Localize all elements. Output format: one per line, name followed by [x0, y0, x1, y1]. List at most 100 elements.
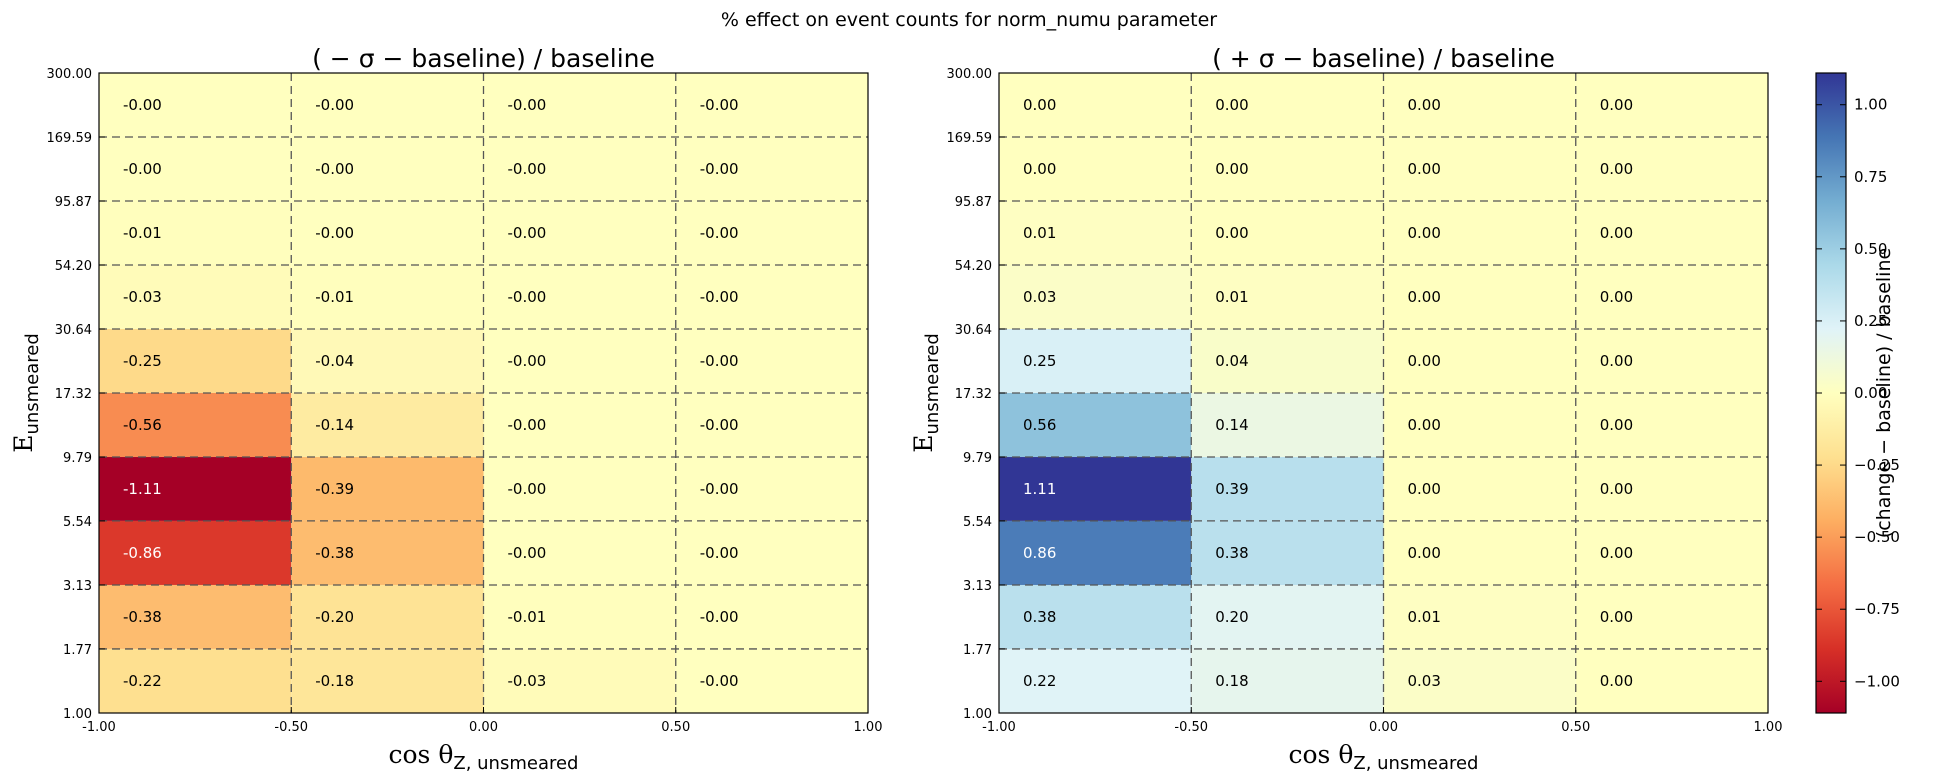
cell-value-label: 0.03: [1408, 672, 1441, 690]
colorbar-tick-label: 0.75: [1854, 168, 1887, 186]
heatmap-cell: [1575, 201, 1768, 265]
cell-value-label: -0.01: [315, 288, 354, 306]
heatmap-cell: [99, 648, 292, 713]
cell-value-label: 0.00: [1215, 160, 1248, 178]
heatmap-cell: [999, 73, 1192, 138]
cell-value-label: 0.04: [1215, 352, 1248, 370]
heatmap-cell: [1383, 648, 1576, 713]
colorbar-tick-label: 0.00: [1854, 384, 1887, 402]
cell-value-label: 0.22: [1023, 672, 1056, 690]
y-tick-label: 9.79: [63, 451, 92, 466]
heatmap-cell: [483, 584, 676, 649]
cell-value-label: 0.01: [1408, 608, 1441, 626]
heatmap-panel-2: 0.22 0.18 0.03 0.00 0.38 0.20 0.01 0.00 0.86 0.38…: [909, 44, 1782, 774]
cell-value-label: 0.56: [1023, 416, 1056, 434]
cell-value-label: 0.38: [1023, 608, 1056, 626]
y-axis-label-main: E: [9, 435, 38, 453]
heatmap-cell: [999, 457, 1192, 521]
heatmap-cell: [291, 457, 484, 521]
heatmap-cell: [99, 264, 292, 329]
cell-value-label: 0.00: [1600, 96, 1633, 114]
heatmap-cell: [999, 201, 1192, 265]
y-tick-label: 17.32: [955, 387, 992, 402]
heatmap-cell: [999, 328, 1192, 394]
cell-value-label: 0.01: [1023, 224, 1056, 242]
cell-value-label: 0.18: [1215, 672, 1248, 690]
heatmap-cell: [1191, 137, 1384, 202]
cell-value-label: -0.03: [123, 288, 162, 306]
heatmap-cell: [675, 584, 868, 649]
cell-value-label: 0.03: [1023, 288, 1056, 306]
heatmap-cell: [1383, 73, 1576, 138]
heatmap-cell: [675, 393, 868, 458]
heatmap-cell: [99, 73, 292, 138]
colorbar-tick-label: 0.25: [1854, 312, 1887, 330]
x-axis-label-main: cos θ: [1288, 740, 1353, 769]
heatmap-panels: -0.22 -0.18 -0.03 -0.00 -0.38 -0.20 -0.01 -0.00…: [9, 44, 1782, 774]
cell-value-label: -0.00: [700, 416, 739, 434]
heatmap-cell: [1383, 584, 1576, 649]
heatmap-cell: [1575, 520, 1768, 585]
y-tick-label: 300.00: [47, 67, 93, 82]
heatmap-cell: [1383, 328, 1576, 394]
cell-value-label: -0.38: [315, 544, 354, 562]
heatmap-cell: [1575, 457, 1768, 521]
cell-value-label: -0.00: [508, 416, 547, 434]
cell-value-label: 0.00: [1600, 544, 1633, 562]
heatmap-cell: [291, 264, 484, 329]
colorbar-tick-label: 1.00: [1854, 96, 1887, 114]
heatmap-cell: [483, 328, 676, 394]
cell-value-label: 0.00: [1023, 96, 1056, 114]
heatmap-cell: [1191, 328, 1384, 394]
x-tick-label: 1.00: [1754, 720, 1783, 735]
x-tick-label: 0.00: [1369, 720, 1398, 735]
cell-value-label: 0.00: [1408, 96, 1441, 114]
heatmap-cell: [999, 393, 1192, 458]
y-tick-label: 5.54: [63, 515, 92, 530]
cell-value-label: -0.04: [315, 352, 354, 370]
y-tick-label: 30.64: [955, 323, 992, 338]
cell-value-label: 0.00: [1215, 96, 1248, 114]
x-axis-label-main: cos θ: [388, 740, 453, 769]
cell-value-label: -0.86: [123, 544, 162, 562]
colorbar-tick-label: −0.75: [1854, 600, 1900, 618]
x-axis-label-subscript: Z, unsmeared: [1353, 753, 1478, 774]
panel-title: ( − σ − baseline) / baseline: [312, 44, 655, 73]
y-tick-label: 30.64: [55, 323, 92, 338]
cell-value-label: 0.39: [1215, 480, 1248, 498]
cell-value-label: -0.20: [315, 608, 354, 626]
heatmap-cell: [99, 393, 292, 458]
y-tick-label: 300.00: [947, 67, 993, 82]
heatmap-cell: [675, 73, 868, 138]
heatmap-cell: [483, 201, 676, 265]
y-axis-label-subscript: unsmeared: [922, 333, 943, 434]
heatmap-cell: [999, 584, 1192, 649]
cell-value-label: -0.00: [508, 544, 547, 562]
cell-value-label: -0.39: [315, 480, 354, 498]
cell-value-label: -0.18: [315, 672, 354, 690]
cell-value-label: -0.00: [508, 224, 547, 242]
heatmap-cell: [1383, 201, 1576, 265]
panel-title: ( + σ − baseline) / baseline: [1212, 44, 1555, 73]
heatmap-cell: [483, 73, 676, 138]
cell-value-label: 0.00: [1600, 288, 1633, 306]
heatmap-cell: [291, 201, 484, 265]
heatmap-cell: [1383, 264, 1576, 329]
y-tick-label: 95.87: [955, 195, 992, 210]
heatmap-cell: [291, 328, 484, 394]
cell-value-label: -0.00: [700, 224, 739, 242]
heatmap-cell: [1575, 73, 1768, 138]
heatmap-cell: [999, 648, 1192, 713]
colorbar-tick-label: −0.50: [1854, 528, 1900, 546]
cell-value-label: -0.01: [508, 608, 547, 626]
y-tick-label: 169.59: [47, 131, 93, 146]
heatmap-cell: [999, 264, 1192, 329]
heatmap-cell: [99, 201, 292, 265]
colorbar-tick-label: 0.50: [1854, 240, 1887, 258]
cell-value-label: 0.00: [1215, 224, 1248, 242]
heatmap-cell: [675, 328, 868, 394]
cell-value-label: 0.00: [1408, 288, 1441, 306]
heatmap-cell: [1575, 137, 1768, 202]
cell-value-label: -0.00: [123, 96, 162, 114]
